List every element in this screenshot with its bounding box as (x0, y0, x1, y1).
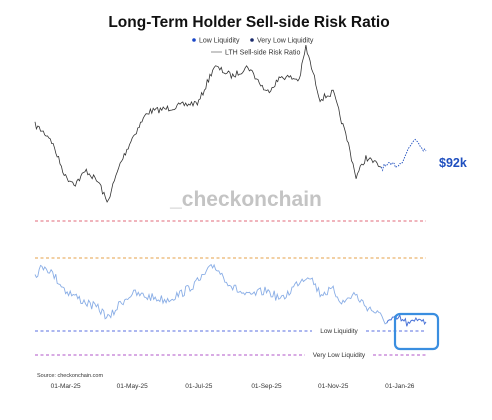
x-tick-label: 01-Mar-25 (51, 383, 81, 390)
legend: Low Liquidity Very Low Liquidity LTH Sel… (192, 38, 314, 57)
legend-label-very-low-liquidity: Very Low Liquidity (257, 38, 314, 45)
ratio-series (34, 263, 427, 327)
x-tick-label: 01-Jul-25 (185, 383, 212, 390)
price-line-recent (380, 138, 427, 172)
x-tick-label: 01-May-25 (117, 383, 148, 390)
x-tick-label: 01-Sep-25 (251, 383, 282, 390)
chart-title: Long-Term Holder Sell-side Risk Ratio (108, 14, 389, 31)
very-low-liquidity-label: Very Low Liquidity (313, 352, 366, 359)
source-text: Source: checkonchain.com (37, 373, 103, 379)
price-line (34, 45, 382, 203)
x-tick-label: 01-Nov-25 (318, 383, 349, 390)
legend-dot-very-low-liquidity (250, 38, 254, 42)
price-label: $92k (439, 156, 467, 170)
price-series (34, 45, 427, 203)
x-axis: 01-Mar-25 01-May-25 01-Jul-25 01-Sep-25 01-N… (51, 383, 415, 390)
legend-label-risk-ratio: LTH Sell-side Risk Ratio (225, 50, 300, 57)
risk-ratio-line-recent (386, 313, 427, 327)
legend-label-low-liquidity: Low Liquidity (199, 38, 240, 45)
low-liquidity-label: Low Liquidity (320, 328, 358, 335)
x-tick-label: 01-Jan-26 (385, 383, 415, 390)
watermark: _checkonchain (169, 188, 322, 211)
risk-ratio-line (34, 263, 387, 325)
highlight-box (393, 312, 440, 351)
legend-dot-low-liquidity (192, 38, 196, 42)
